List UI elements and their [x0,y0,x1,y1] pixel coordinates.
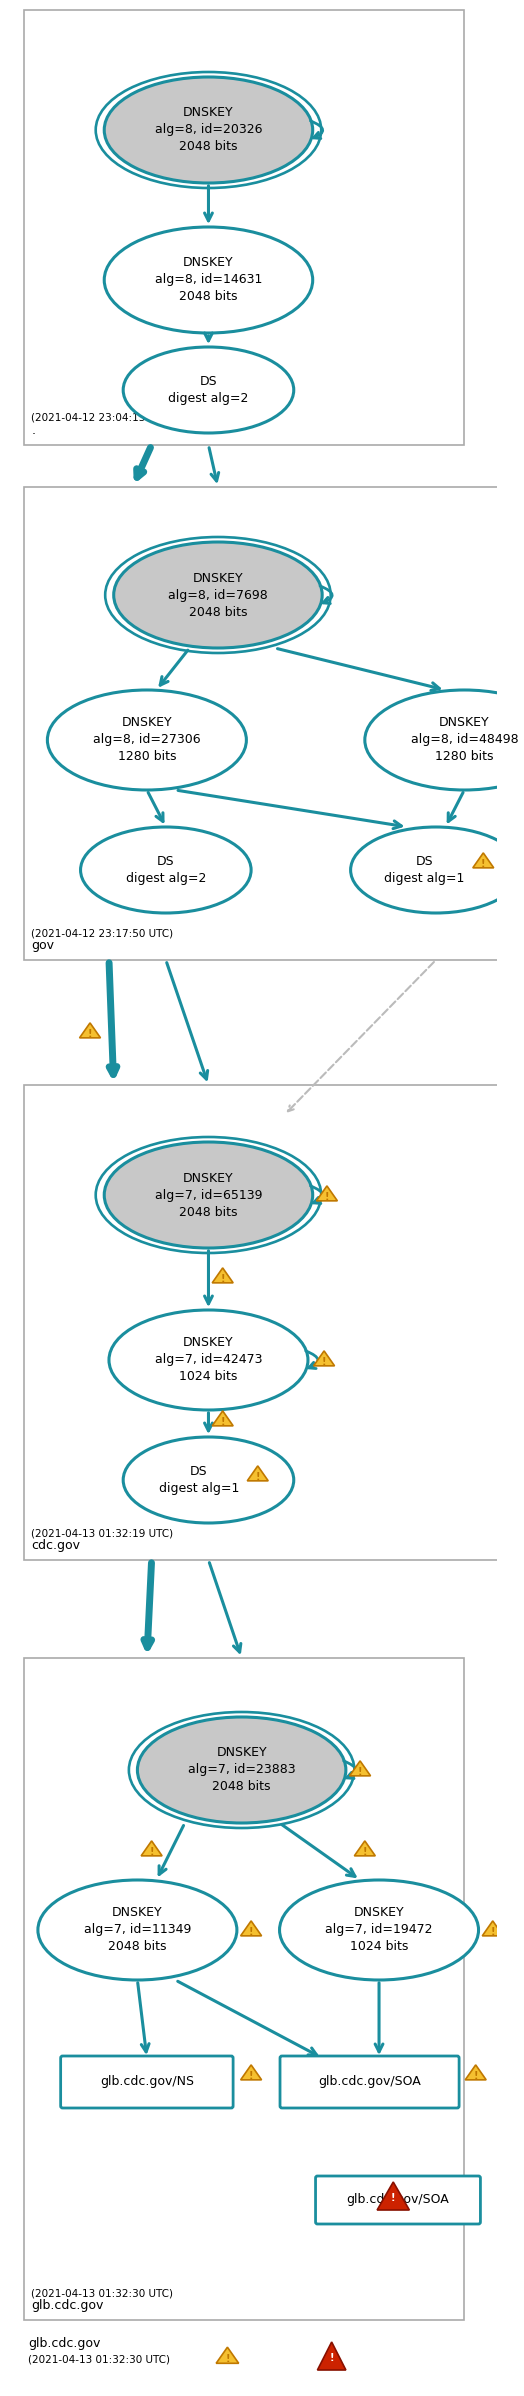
Text: DNSKEY
alg=7, id=23883
2048 bits: DNSKEY alg=7, id=23883 2048 bits [188,1747,296,1795]
Polygon shape [350,1761,370,1775]
Text: (2021-04-13 01:32:19 UTC): (2021-04-13 01:32:19 UTC) [31,1529,173,1538]
Bar [24,10,464,446]
Text: !: ! [474,2070,478,2082]
Polygon shape [212,1267,233,1282]
Text: (2021-04-13 01:32:30 UTC): (2021-04-13 01:32:30 UTC) [31,2288,173,2298]
FancyBboxPatch shape [61,2056,233,2108]
Polygon shape [313,1351,334,1366]
Ellipse shape [47,690,246,791]
Ellipse shape [104,77,313,182]
Text: !: ! [88,1028,92,1040]
Text: glb.cdc.gov: glb.cdc.gov [31,2300,104,2312]
Text: !: ! [256,1471,260,1483]
Polygon shape [316,1186,337,1200]
Ellipse shape [104,228,313,333]
Text: cdc.gov: cdc.gov [31,1538,80,1553]
Polygon shape [473,853,494,867]
Ellipse shape [123,1438,294,1524]
Text: glb.cdc.gov/NS: glb.cdc.gov/NS [100,2075,194,2089]
Ellipse shape [351,827,521,913]
FancyArrowPatch shape [311,120,323,139]
FancyBboxPatch shape [315,2176,481,2223]
Polygon shape [80,1023,101,1037]
Ellipse shape [104,1143,313,1248]
Text: !: ! [325,1191,329,1203]
Polygon shape [318,2341,346,2370]
Text: !: ! [330,2353,334,2362]
Text: !: ! [149,1847,154,1857]
Text: (2021-04-12 23:04:15 UTC): (2021-04-12 23:04:15 UTC) [31,412,173,424]
Text: !: ! [225,2355,230,2365]
Bar [24,1085,512,1560]
Text: DS
digest alg=2: DS digest alg=2 [126,855,206,884]
FancyArrowPatch shape [306,1351,318,1368]
Text: DNSKEY
alg=8, id=27306
1280 bits: DNSKEY alg=8, id=27306 1280 bits [93,716,201,764]
Text: !: ! [322,1356,326,1368]
FancyArrowPatch shape [320,587,332,604]
Bar [24,486,524,961]
Text: !: ! [358,1766,362,1778]
Text: DNSKEY
alg=7, id=11349
2048 bits: DNSKEY alg=7, id=11349 2048 bits [84,1907,191,1953]
Polygon shape [141,1840,162,1857]
Ellipse shape [109,1311,308,1409]
Text: .: . [31,424,35,436]
Text: (2021-04-12 23:17:50 UTC): (2021-04-12 23:17:50 UTC) [31,927,173,937]
Ellipse shape [365,690,524,791]
Text: !: ! [249,2070,254,2082]
Text: !: ! [249,1926,254,1936]
Text: DNSKEY
alg=7, id=65139
2048 bits: DNSKEY alg=7, id=65139 2048 bits [155,1172,262,1220]
Polygon shape [216,2348,239,2362]
Text: DNSKEY
alg=7, id=19472
1024 bits: DNSKEY alg=7, id=19472 1024 bits [325,1907,433,1953]
Text: DNSKEY
alg=7, id=42473
1024 bits: DNSKEY alg=7, id=42473 1024 bits [155,1337,262,1382]
Text: !: ! [221,1416,225,1428]
Text: DS
digest alg=1: DS digest alg=1 [159,1464,239,1495]
Text: glb.cdc.gov: glb.cdc.gov [28,2336,101,2350]
Text: DNSKEY
alg=8, id=7698
2048 bits: DNSKEY alg=8, id=7698 2048 bits [168,573,268,618]
Text: glb.cdc.gov/SOA: glb.cdc.gov/SOA [346,2192,450,2207]
Ellipse shape [81,827,251,913]
Bar [24,1658,464,2319]
Polygon shape [247,1466,268,1481]
Polygon shape [354,1840,375,1857]
Polygon shape [482,1922,503,1936]
FancyBboxPatch shape [280,2056,459,2108]
Text: glb.cdc.gov/SOA: glb.cdc.gov/SOA [318,2075,421,2089]
Polygon shape [377,2183,409,2209]
Ellipse shape [114,541,322,647]
Polygon shape [465,2065,486,2080]
Text: DS
digest alg=1: DS digest alg=1 [384,855,465,884]
FancyArrowPatch shape [311,1186,323,1203]
FancyArrowPatch shape [344,1761,356,1778]
Text: !: ! [481,858,486,870]
Ellipse shape [123,347,294,434]
Ellipse shape [137,1718,346,1823]
Ellipse shape [279,1881,478,1979]
Text: DNSKEY
alg=8, id=20326
2048 bits: DNSKEY alg=8, id=20326 2048 bits [155,105,262,153]
Polygon shape [241,2065,261,2080]
Text: DS
digest alg=2: DS digest alg=2 [168,376,249,405]
Ellipse shape [38,1881,237,1979]
Text: DNSKEY
alg=8, id=48498
1280 bits: DNSKEY alg=8, id=48498 1280 bits [410,716,518,764]
Text: !: ! [391,2192,396,2202]
Text: gov: gov [31,939,54,951]
Text: !: ! [363,1847,367,1857]
Text: !: ! [221,1275,225,1284]
Polygon shape [241,1922,261,1936]
Text: !: ! [490,1926,495,1936]
Polygon shape [212,1411,233,1426]
Text: DNSKEY
alg=8, id=14631
2048 bits: DNSKEY alg=8, id=14631 2048 bits [155,256,262,304]
Text: (2021-04-13 01:32:30 UTC): (2021-04-13 01:32:30 UTC) [28,2355,170,2365]
